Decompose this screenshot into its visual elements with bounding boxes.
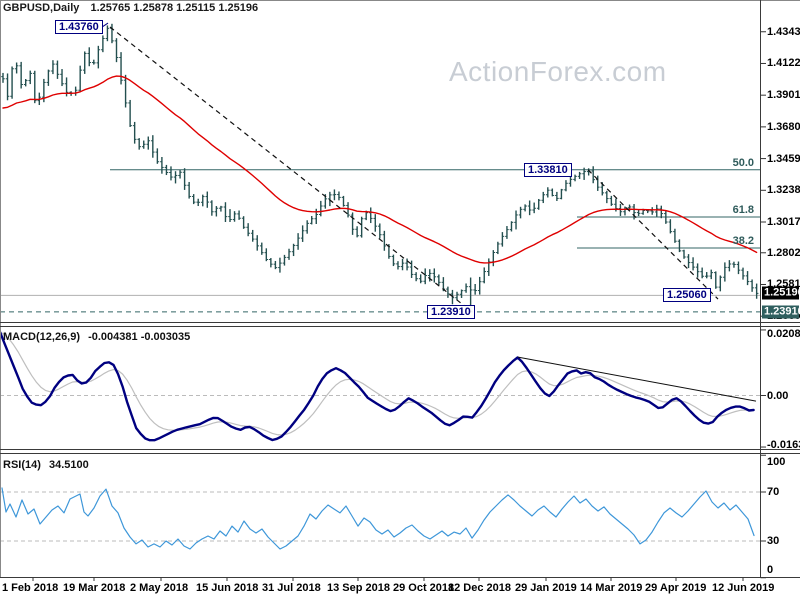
price-axis-label: 1.32380 xyxy=(767,184,800,197)
date-label: 1 Feb 2018 xyxy=(2,582,59,594)
descending-trendline xyxy=(109,26,473,313)
date-label: 29 Apr 2019 xyxy=(645,582,707,594)
price-marker-box: 1.23910 xyxy=(427,304,475,319)
macd-indicator-values: -0.004381 -0.003035 xyxy=(88,331,191,343)
price-axis-label: 1.36800 xyxy=(767,120,800,133)
fib-ratio-label: 38.2 xyxy=(732,234,754,247)
rsi-indicator-name: RSI(14) xyxy=(3,459,41,471)
rsi-indicator-value: 34.5100 xyxy=(48,459,89,471)
rsi-axis-label: 100 xyxy=(767,456,786,468)
price-axis-box: 1.25196 xyxy=(762,286,800,300)
watermark: ActionForex.com xyxy=(449,56,667,87)
rsi-axis-label: 70 xyxy=(767,486,780,498)
date-label: 29 Oct 2018 xyxy=(393,582,455,594)
macd-panel-label: MACD(12,26,9) -0.004381 -0.003035 xyxy=(3,331,190,343)
rsi-axis-label: 0 xyxy=(767,564,774,576)
fib-ratio-label: 50.0 xyxy=(732,156,754,169)
descending-trendline xyxy=(587,169,719,300)
date-label: 12 Dec 2018 xyxy=(448,582,511,594)
price-marker-box: 1.25060 xyxy=(663,288,711,303)
date-label: 12 Jun 2019 xyxy=(712,582,775,594)
price-axis-label: 1.28025 xyxy=(767,246,800,259)
rsi-line xyxy=(1,487,755,550)
macd-axis-label: -0.016389 xyxy=(767,439,800,451)
symbol-period-label: GBPUSD,Daily xyxy=(3,2,80,14)
macd-trendline xyxy=(517,356,757,402)
price-marker-box: 1.43760 xyxy=(55,20,103,35)
rsi-panel-label: RSI(14) 34.5100 xyxy=(3,459,89,471)
macd-axis-label: 0.020848 xyxy=(767,328,800,340)
macd-axis-label: 0.00 xyxy=(767,389,789,402)
rsi-axis-label: 30 xyxy=(767,535,780,547)
date-label: 29 Jan 2019 xyxy=(515,582,577,594)
price-axis-label: 1.30170 xyxy=(767,216,800,228)
price-axis-label: 1.34590 xyxy=(767,152,800,165)
macd-signal-line xyxy=(0,331,755,436)
price-axis-label: 1.41220 xyxy=(767,57,800,70)
fib-ratio-label: 61.8 xyxy=(732,203,754,216)
date-label: 15 Jun 2018 xyxy=(196,582,259,594)
date-label: 19 Mar 2018 xyxy=(63,582,126,594)
chart-title: GBPUSD,Daily 1.25765 1.25878 1.25115 1.2… xyxy=(3,2,258,14)
price-axis-label: 1.39010 xyxy=(767,89,800,102)
price-axis-box: 1.23910 xyxy=(762,305,800,319)
price-marker-box: 1.33810 xyxy=(524,162,572,177)
price-axis-label: 1.43430 xyxy=(767,25,800,38)
macd-indicator-name: MACD(12,26,9) xyxy=(3,331,81,343)
ohlc-values: 1.25765 1.25878 1.25115 1.25196 xyxy=(90,2,259,14)
date-label: 31 Jul 2018 xyxy=(262,582,321,594)
date-label: 2 May 2018 xyxy=(130,582,189,594)
marker-connector-line xyxy=(101,22,109,28)
moving-average-line xyxy=(2,75,758,264)
macd-main-line xyxy=(0,330,755,442)
date-label: 14 Mar 2019 xyxy=(580,582,643,594)
date-label: 13 Sep 2018 xyxy=(327,582,390,594)
